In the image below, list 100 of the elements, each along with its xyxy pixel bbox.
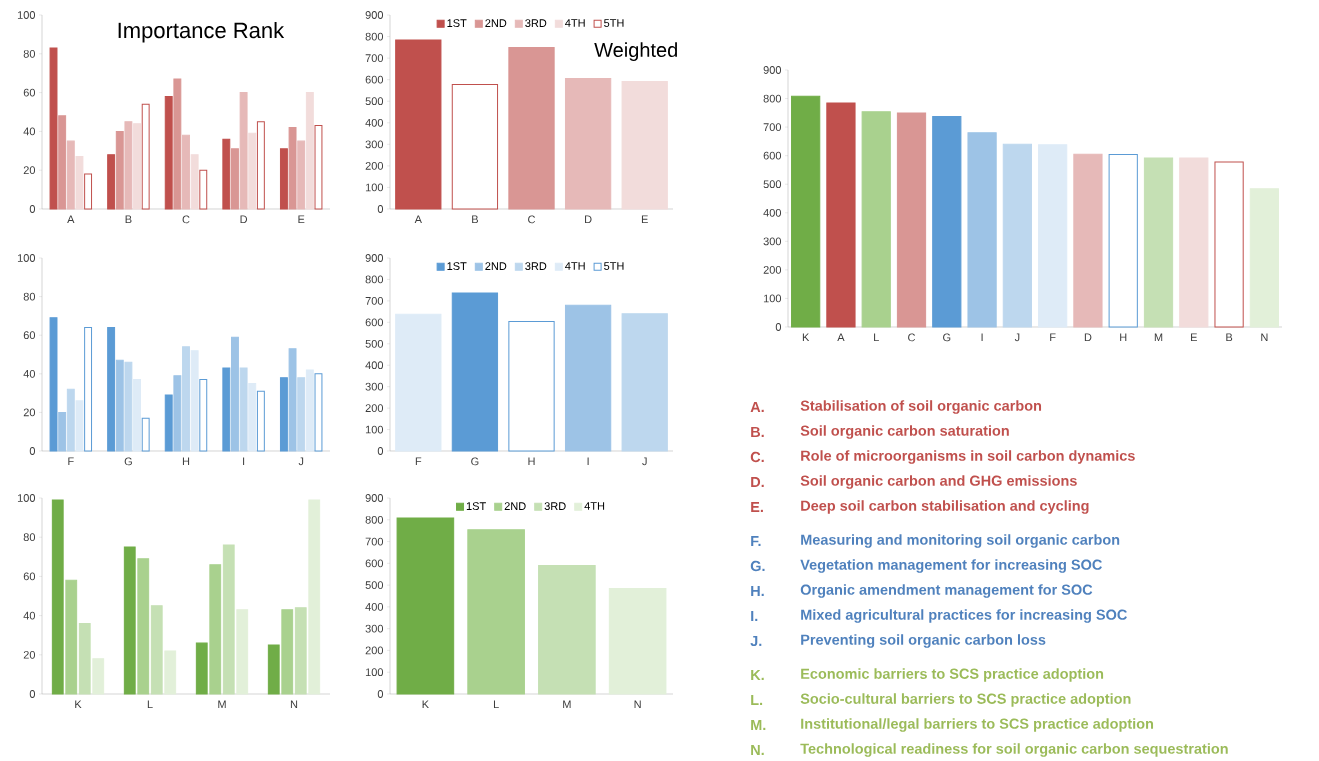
y-tick-label: 0 <box>377 205 384 213</box>
bar <box>239 92 248 210</box>
bar <box>182 134 190 210</box>
bar <box>190 154 199 210</box>
y-tick-label: 600 <box>365 318 384 327</box>
text: Institutional/legal barriers to SCS practice adoption <box>801 718 1154 732</box>
legend-label: 2ND <box>485 262 507 270</box>
bar <box>256 390 265 452</box>
x-tick-label: C <box>528 215 536 224</box>
y-tick-label: 80 <box>23 49 36 58</box>
y-tick-label: 0 <box>29 205 36 213</box>
y-tick-label: 900 <box>763 66 782 74</box>
bar <box>288 348 297 452</box>
bar <box>305 369 314 452</box>
bar <box>314 373 323 452</box>
bar <box>279 148 288 210</box>
bar <box>1073 153 1103 328</box>
bar <box>141 103 150 210</box>
bar <box>248 382 257 452</box>
bar <box>58 115 67 210</box>
text: Organic amendment management for SOC <box>800 584 1093 598</box>
bar <box>107 326 116 452</box>
x-tick-label: H <box>1120 333 1127 342</box>
bar <box>124 121 133 210</box>
bar <box>1143 157 1174 328</box>
x-tick-label: M <box>218 700 226 709</box>
bar <box>150 605 163 695</box>
bar <box>66 388 75 452</box>
legend-label: 3RD <box>525 262 547 270</box>
text: Economic barriers to SCS practice adoption <box>801 668 1104 682</box>
y-tick-label: 100 <box>365 183 384 192</box>
y-tick-label: 900 <box>365 494 384 502</box>
y-tick-label: 40 <box>23 127 36 136</box>
bar <box>164 394 173 452</box>
bar <box>297 140 306 210</box>
y-tick-label: 700 <box>365 54 384 63</box>
y-tick-label: 300 <box>365 382 384 391</box>
y-tick-label: 700 <box>365 537 384 546</box>
legend-label: 1ST <box>447 262 467 270</box>
bar <box>256 121 265 210</box>
y-tick-label: 700 <box>365 297 384 305</box>
x-tick-label: L <box>493 700 499 709</box>
y-tick-label: 200 <box>763 266 782 274</box>
text: Weighted <box>594 42 677 62</box>
y-tick-label: 800 <box>365 275 384 284</box>
x-tick-label: K <box>422 700 429 709</box>
bar <box>199 169 208 210</box>
y-tick-label: 800 <box>365 515 384 524</box>
bar <box>78 622 91 695</box>
x-tick-label: B <box>125 215 132 224</box>
y-tick-label: 0 <box>377 447 384 455</box>
x-tick-label: N <box>634 700 641 709</box>
bar <box>222 544 235 695</box>
bar <box>231 336 239 452</box>
bar <box>141 417 150 452</box>
y-tick-label: 20 <box>23 650 36 659</box>
bar <box>58 411 67 452</box>
bar <box>123 546 136 695</box>
text: Preventing soil organic carbon loss <box>801 634 1046 648</box>
category-label: J. <box>750 635 762 647</box>
y-tick-label: 100 <box>365 425 384 434</box>
bar <box>967 132 997 328</box>
x-tick-label: F <box>68 457 74 466</box>
y-tick-label: 400 <box>365 361 384 370</box>
x-tick-label: D <box>1084 333 1092 342</box>
bar <box>231 148 239 210</box>
x-tick-label: I <box>587 457 589 466</box>
category-label: B. <box>751 427 764 437</box>
y-tick-label: 300 <box>763 237 782 246</box>
x-tick-label: E <box>1191 333 1197 342</box>
y-tick-label: 80 <box>23 533 36 542</box>
bar <box>173 78 182 210</box>
x-tick-label: A <box>67 215 75 224</box>
bar <box>1038 144 1068 328</box>
category-label: N. <box>751 745 764 755</box>
x-tick-label: C <box>908 333 916 342</box>
x-tick-label: I <box>981 333 983 342</box>
y-tick-label: 100 <box>365 668 384 677</box>
y-tick-label: 800 <box>365 32 384 41</box>
bar <box>314 125 323 210</box>
x-tick-label: G <box>471 457 479 466</box>
category-label: L. <box>751 695 763 705</box>
x-tick-label: A <box>837 333 845 342</box>
bar <box>791 95 821 328</box>
legend-label: 4TH <box>565 19 585 27</box>
category-label: F. <box>751 536 761 546</box>
y-tick-label: 600 <box>365 559 384 568</box>
y-tick-label: 500 <box>365 97 384 106</box>
y-tick-label: 100 <box>17 11 36 19</box>
legend-label: 1ST <box>466 502 486 510</box>
category-label: D. <box>751 477 764 487</box>
bar <box>1249 188 1279 328</box>
bar <box>236 609 249 695</box>
bar <box>248 132 257 210</box>
x-tick-label: D <box>240 215 248 224</box>
y-tick-label: 400 <box>763 208 782 217</box>
bar <box>932 116 962 328</box>
y-tick-label: 0 <box>29 447 36 455</box>
bar <box>124 361 133 452</box>
bar <box>239 367 248 452</box>
